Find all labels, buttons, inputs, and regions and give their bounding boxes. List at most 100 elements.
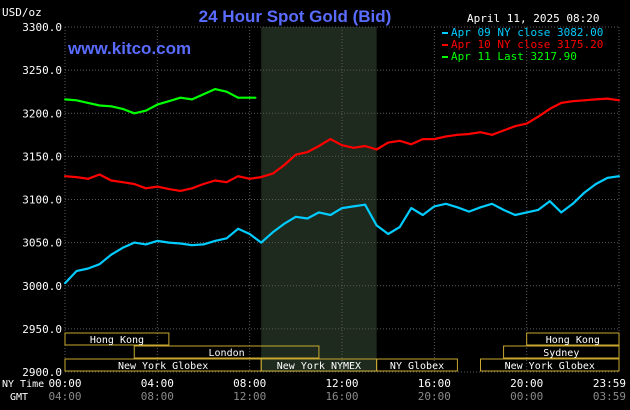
x-tick-label-gmt: 12:00 — [233, 390, 266, 403]
data-point — [179, 96, 182, 99]
data-point — [560, 211, 563, 214]
data-point — [583, 99, 586, 102]
data-point — [98, 104, 101, 107]
session-label: NY Globex — [390, 361, 444, 372]
unit-label: USD/oz — [2, 6, 42, 19]
session-label: Hong Kong — [90, 335, 144, 346]
data-point — [375, 148, 378, 151]
data-point — [294, 153, 297, 156]
legend-entry: Apr 10 NY close 3175.20 — [451, 38, 603, 51]
data-point — [144, 187, 147, 190]
data-point — [606, 97, 609, 100]
session-box — [480, 358, 620, 372]
data-point — [410, 207, 413, 210]
data-point — [398, 139, 401, 142]
y-tick-label: 3300.0 — [22, 21, 62, 34]
y-tick-label: 3250.0 — [22, 64, 62, 77]
price-line-series-2 — [64, 87, 256, 115]
data-point — [167, 241, 170, 244]
data-point — [548, 200, 551, 203]
session-box — [376, 358, 458, 372]
data-point — [75, 99, 78, 102]
data-point — [560, 101, 563, 104]
price-lines — [64, 87, 620, 285]
session-label: Sydney — [543, 348, 579, 359]
data-point — [294, 215, 297, 218]
data-point — [398, 226, 401, 229]
session-box — [133, 345, 320, 359]
data-point — [110, 253, 113, 256]
data-point — [606, 176, 609, 179]
data-point — [87, 267, 90, 270]
y-axis-ticks: 3300.0 3250.0 3200.0 3150.0 3100.0 3050.0 3000… — [22, 21, 62, 379]
timestamp: April 11, 2025 08:20 — [467, 12, 599, 25]
data-point — [110, 179, 113, 182]
data-point — [514, 125, 517, 128]
data-point — [594, 182, 597, 185]
data-point — [352, 205, 355, 208]
data-point — [618, 175, 620, 178]
data-point — [537, 115, 540, 118]
data-point — [317, 211, 320, 214]
data-point — [121, 246, 124, 249]
data-point — [248, 233, 251, 235]
data-point — [502, 129, 505, 132]
source-watermark: www.kitco.com — [67, 39, 191, 58]
session-label: New York Globex — [505, 361, 595, 372]
data-point — [133, 241, 136, 244]
x-tick-label-gmt: 00:00 — [510, 390, 543, 403]
data-point — [214, 88, 217, 91]
data-point — [190, 187, 193, 190]
data-point — [64, 175, 66, 178]
x-axis-ticks: 00:0004:0004:0008:0008:0012:0012:0016:00… — [48, 377, 626, 403]
data-point — [514, 214, 517, 217]
data-point — [87, 101, 90, 104]
data-point — [87, 177, 90, 180]
data-point — [121, 107, 124, 110]
data-point — [144, 109, 147, 112]
data-point — [202, 243, 205, 246]
data-point — [75, 270, 78, 273]
data-point — [156, 185, 159, 188]
data-point — [364, 145, 367, 148]
data-point — [237, 227, 240, 230]
data-point — [271, 172, 274, 175]
data-point — [248, 177, 251, 180]
data-point — [491, 133, 494, 136]
data-point — [110, 105, 113, 108]
data-point — [479, 206, 482, 209]
data-point — [352, 146, 355, 149]
x-tick-label-ny: 00:00 — [48, 377, 81, 390]
data-point — [502, 208, 505, 211]
gmt-label: GMT — [10, 392, 28, 403]
data-point — [248, 96, 251, 99]
session-box — [503, 345, 620, 359]
data-point — [98, 173, 101, 176]
data-point — [571, 100, 574, 103]
data-point — [467, 132, 470, 135]
y-tick-label: 3150.0 — [22, 150, 62, 163]
data-point — [456, 206, 459, 209]
data-point — [271, 231, 274, 234]
session-box — [64, 332, 170, 346]
data-point — [444, 135, 447, 138]
data-point — [214, 179, 217, 182]
data-point — [537, 208, 540, 211]
x-tick-label-gmt: 16:00 — [325, 390, 358, 403]
data-point — [225, 181, 228, 184]
data-point — [133, 182, 136, 185]
session-label: London — [209, 348, 245, 359]
data-point — [156, 103, 159, 106]
data-point — [202, 93, 205, 96]
ny-time-label: NY Time — [2, 379, 44, 390]
data-point — [190, 98, 193, 101]
data-point — [433, 205, 436, 208]
data-point — [121, 181, 124, 184]
y-tick-label: 2950.0 — [22, 323, 62, 336]
data-point — [317, 145, 320, 148]
x-tick-label-gmt: 08:00 — [141, 390, 174, 403]
data-point — [306, 151, 309, 154]
data-point — [179, 189, 182, 192]
y-tick-label: 3200.0 — [22, 107, 62, 120]
